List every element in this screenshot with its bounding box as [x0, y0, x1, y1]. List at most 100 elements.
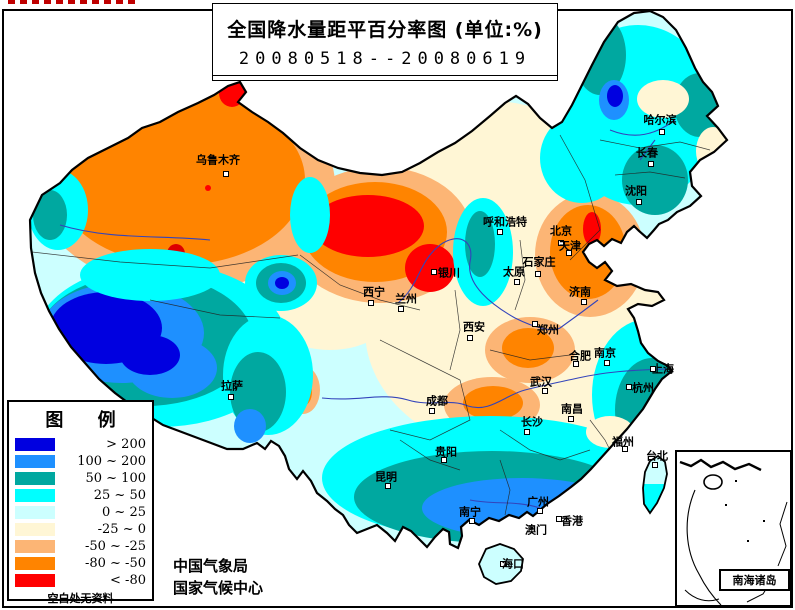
- legend-row: 25 ~ 50: [15, 487, 146, 503]
- legend-range-label: > 200: [106, 436, 146, 452]
- legend-swatch: [15, 573, 55, 587]
- city-marker: [652, 462, 658, 468]
- map-date-range: 20080518--20080619: [238, 49, 532, 69]
- city-marker: [558, 240, 564, 246]
- city-label: 西安: [463, 320, 485, 334]
- china-outline: [28, 9, 729, 550]
- city-marker: [626, 384, 632, 390]
- city-label: 郑州: [537, 323, 559, 337]
- city-label: 合肥: [569, 349, 591, 363]
- city-label: 海口: [502, 557, 524, 571]
- city-label: 长沙: [521, 415, 543, 429]
- city-label: 太原: [503, 265, 525, 279]
- city-label: 呼和浩特: [483, 215, 527, 229]
- city-label: 石家庄: [522, 255, 556, 269]
- city-marker: [659, 129, 665, 135]
- city-label: 南宁: [459, 505, 481, 519]
- city-label: 香港: [561, 514, 583, 528]
- credit-block: 中国气象局 国家气候中心: [173, 555, 263, 599]
- legend-rows: > 200 100 ~ 200 50 ~ 100 25 ~ 50 0 ~ 25 -25 ~…: [15, 436, 146, 588]
- city-label: 广州: [527, 495, 549, 509]
- city-marker: [385, 483, 391, 489]
- legend-row: -80 ~ -50: [15, 555, 146, 571]
- legend-title: 图 例: [45, 410, 130, 431]
- city-marker: [500, 561, 506, 567]
- legend-note: 空白处无资料: [47, 592, 114, 605]
- title-divider: [213, 75, 557, 76]
- city-marker: [622, 446, 628, 452]
- legend-range-label: -50 ~ -25: [84, 538, 146, 554]
- legend-range-label: 0 ~ 25: [102, 504, 146, 520]
- city-marker: [556, 516, 562, 522]
- city-label: 杭州: [632, 381, 654, 395]
- city-marker: [604, 360, 610, 366]
- map-title: 全国降水量距平百分率图 (单位:%): [227, 19, 543, 41]
- south-china-sea-inset: 南海诸岛: [675, 450, 792, 607]
- legend-swatch: [15, 539, 55, 553]
- city-marker: [228, 394, 234, 400]
- city-marker: [532, 321, 538, 327]
- inset-label-box: 南海诸岛: [719, 569, 790, 591]
- city-label: 成都: [426, 394, 448, 408]
- legend-swatch: [15, 556, 55, 570]
- city-marker: [535, 271, 541, 277]
- river-lines: [59, 119, 676, 509]
- city-label: 北京: [550, 224, 572, 238]
- city-marker: [573, 361, 579, 367]
- legend-swatch: [15, 454, 55, 468]
- legend-row: < -80: [15, 572, 146, 588]
- city-label: 天津: [559, 239, 581, 253]
- city-label: 贵阳: [435, 445, 457, 459]
- city-label: 南京: [594, 346, 616, 360]
- legend-row: 100 ~ 200: [15, 453, 146, 469]
- city-marker: [223, 171, 229, 177]
- legend-row: -50 ~ -25: [15, 538, 146, 554]
- legend-range-label: -80 ~ -50: [84, 555, 146, 571]
- legend-swatch: [15, 471, 55, 485]
- corner-artifact: [8, 0, 138, 4]
- city-label: 银川: [438, 266, 460, 280]
- city-label: 兰州: [395, 292, 417, 306]
- city-marker: [469, 518, 475, 524]
- legend-range-label: -25 ~ 0: [97, 521, 146, 537]
- city-marker: [431, 269, 437, 275]
- city-marker: [537, 508, 543, 514]
- city-label: 南昌: [561, 402, 583, 416]
- city-marker: [566, 250, 572, 256]
- city-label: 济南: [569, 285, 591, 299]
- city-marker: [441, 457, 447, 463]
- legend-swatch: [15, 505, 55, 519]
- city-marker: [514, 279, 520, 285]
- legend-row: 0 ~ 25: [15, 504, 146, 520]
- inset-label: 南海诸岛: [732, 574, 777, 587]
- legend-swatch: [15, 437, 55, 451]
- city-label: 沈阳: [625, 184, 647, 198]
- legend-swatch: [15, 522, 55, 536]
- city-marker: [650, 366, 656, 372]
- city-label: 台北: [646, 449, 668, 463]
- city-marker: [648, 161, 654, 167]
- city-label: 拉萨: [221, 379, 243, 393]
- city-label: 武汉: [530, 375, 552, 389]
- inset-island-dots: [725, 480, 765, 572]
- city-marker: [467, 335, 473, 341]
- city-marker: [568, 416, 574, 422]
- city-marker: [429, 408, 435, 414]
- legend-swatch: [15, 488, 55, 502]
- city-label: 昆明: [375, 470, 397, 484]
- city-label: 西宁: [363, 285, 385, 299]
- city-label: 上海: [652, 362, 674, 376]
- legend-box: 图 例 > 200 100 ~ 200 50 ~ 100 25 ~ 50 0 ~ 25-…: [7, 400, 154, 605]
- city-label: 澳门: [525, 523, 547, 537]
- city-marker: [368, 300, 374, 306]
- city-label: 哈尔滨: [643, 113, 677, 127]
- city-label: 福州: [612, 435, 634, 449]
- inset-hainan: [703, 474, 723, 490]
- legend-row: 50 ~ 100: [15, 470, 146, 486]
- legend-range-label: 100 ~ 200: [77, 453, 146, 469]
- city-marker: [636, 199, 642, 205]
- credit-line-1: 中国气象局: [173, 557, 249, 575]
- credit-line-2: 国家气候中心: [173, 579, 264, 597]
